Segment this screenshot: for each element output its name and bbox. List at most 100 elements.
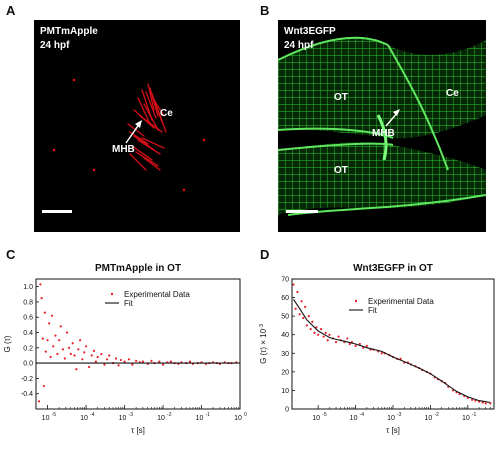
chart-d-data-point — [484, 402, 487, 405]
chart-c-y-tick-label: -0.2 — [21, 376, 33, 383]
chart-c-data-point — [52, 345, 55, 348]
chart-d-x-tick-exponent: -1 — [472, 412, 477, 418]
chart-d-y-axis-label: G (τ) × 10-3 — [259, 324, 268, 364]
chart-c-data-point — [117, 364, 120, 367]
chart-d-x-tick-exponent: -2 — [434, 412, 439, 418]
chart-d-data-point — [309, 328, 312, 331]
chart-d-data-point — [305, 324, 308, 327]
chart-d-y-tick-label: 20 — [281, 369, 289, 376]
chart-c-data-point — [96, 355, 99, 359]
label-ot-lower: OT — [334, 165, 348, 176]
panel-letter-c: C — [6, 247, 16, 262]
chart-c-x-tick-label: 10 — [234, 415, 242, 422]
panel-letter-d: D — [260, 247, 270, 262]
chart-d-data-point — [317, 333, 320, 336]
chart-c-data-point — [100, 352, 103, 356]
chart-d-x-tick-label: 10 — [425, 415, 433, 422]
chart-c-data-point — [158, 360, 161, 363]
chart-d-data-point — [300, 300, 303, 303]
chart-d-x-axis-label: τ [s] — [386, 426, 400, 435]
chart-c-data-point — [114, 357, 118, 360]
panel-letter-b: B — [260, 3, 270, 18]
chart-d-legend-label-data: Experimental Data — [368, 297, 434, 306]
chart-c-y-tick-label: 0.0 — [23, 361, 33, 368]
chart-c-data-point — [63, 357, 66, 360]
chart-d-fit-line — [293, 299, 491, 404]
chart-d-data-point — [324, 331, 327, 334]
chart-d-legend-marker-data — [354, 299, 358, 303]
micrograph-b-stage: 24 hpf — [284, 40, 314, 51]
chart-d-data-point — [320, 328, 323, 331]
chart-d-legend-label-fit: Fit — [368, 306, 378, 315]
label-mhb-b: MHB — [372, 128, 395, 139]
chart-c-data-point — [123, 360, 126, 363]
micrograph-a: PMTmApple 24 hpf Ce MHB — [34, 20, 240, 232]
chart-c-data-point — [75, 368, 78, 371]
chart-d-y-tick-label: 10 — [281, 388, 289, 395]
chart-d-data-point — [354, 344, 357, 347]
chart-d-data-point — [326, 339, 329, 342]
label-ce-a: Ce — [160, 108, 173, 119]
chart-c-data-point — [135, 359, 138, 362]
chart-c-data-point — [161, 363, 165, 366]
chart-d-data-point — [328, 333, 331, 336]
chart-c-data-point — [79, 339, 82, 342]
chart-c-data-point — [84, 345, 88, 348]
scalebar-b — [286, 210, 318, 213]
chart-c-data-point — [67, 346, 71, 349]
chart-c-data-point — [43, 311, 46, 314]
chart-d-data-point — [313, 331, 316, 334]
label-ce-b: Ce — [446, 88, 459, 99]
micrograph-b: Wnt3EGFP 24 hpf OT Ce MHB OT — [278, 20, 486, 232]
chart-c-data-point — [77, 348, 80, 351]
chart-c-x-tick-exponent: -5 — [52, 412, 57, 418]
micrograph-b-title: Wnt3EGFP — [284, 26, 336, 37]
chart-d-x-tick-exponent: -5 — [322, 412, 327, 418]
chart-c-data-point — [59, 325, 62, 328]
arrow-icon — [125, 120, 142, 144]
chart-c-data-point — [188, 360, 192, 363]
label-mhb-a: MHB — [112, 144, 135, 155]
chart-d-y-tick-label: 70 — [281, 277, 289, 284]
chart-d-data-point — [304, 305, 307, 308]
chart-c-data-point — [69, 352, 72, 356]
chart-d-data-point — [337, 335, 340, 338]
label-ot-upper: OT — [334, 92, 348, 103]
chart-d-y-tick-label: 40 — [281, 332, 289, 339]
chart-c-data-point — [103, 363, 106, 366]
chart-d-title: Wnt3EGFP in OT — [353, 263, 433, 274]
chart-c-y-tick-label: 0.4 — [23, 330, 33, 337]
chart-d-data-point — [294, 307, 297, 310]
chart-c-data-point — [94, 360, 97, 363]
chart-d-x-tick-exponent: -3 — [397, 412, 402, 418]
chart-c-data-point — [141, 360, 145, 363]
chart-c-data-point — [49, 355, 52, 359]
chart-c-x-tick-exponent: -3 — [129, 412, 134, 418]
chart-d-y-tick-label: 30 — [281, 351, 289, 358]
chart-c-data-point — [40, 297, 43, 300]
chart-c-data-point — [108, 354, 111, 357]
chart-c-y-tick-label: 0.8 — [23, 299, 33, 306]
chart-d-data-point — [471, 398, 474, 401]
chart-c-data-point — [44, 350, 47, 353]
chart-d-y-tick-label: 0 — [285, 407, 289, 414]
chart-c-data-point — [65, 331, 69, 334]
panel-letter-a: A — [6, 3, 16, 18]
chart-d-x-tick-exponent: -4 — [360, 412, 365, 418]
chart-d-data-point — [322, 335, 325, 338]
chart-c-data-point — [56, 352, 59, 356]
chart-c-x-tick-exponent: 0 — [244, 412, 247, 418]
chart-d-y-tick-label: 60 — [281, 295, 289, 302]
micrograph-a-stage: 24 hpf — [40, 40, 70, 51]
chart-d-data-point — [365, 344, 368, 347]
chart-d-x-tick-label: 10 — [350, 415, 358, 422]
chart-c-x-tick-label: 10 — [80, 415, 88, 422]
chart-d-x-tick-label: 10 — [462, 415, 470, 422]
chart-c-y-tick-label: 1.0 — [23, 284, 33, 291]
chart-c-x-tick-label: 10 — [196, 415, 204, 422]
chart-c-data-point — [81, 358, 84, 361]
micrograph-a-signal — [52, 78, 206, 192]
chart-d-data-point — [302, 316, 305, 320]
chart-c-data-point — [92, 349, 96, 352]
micrograph-a-title: PMTmApple — [40, 26, 98, 37]
